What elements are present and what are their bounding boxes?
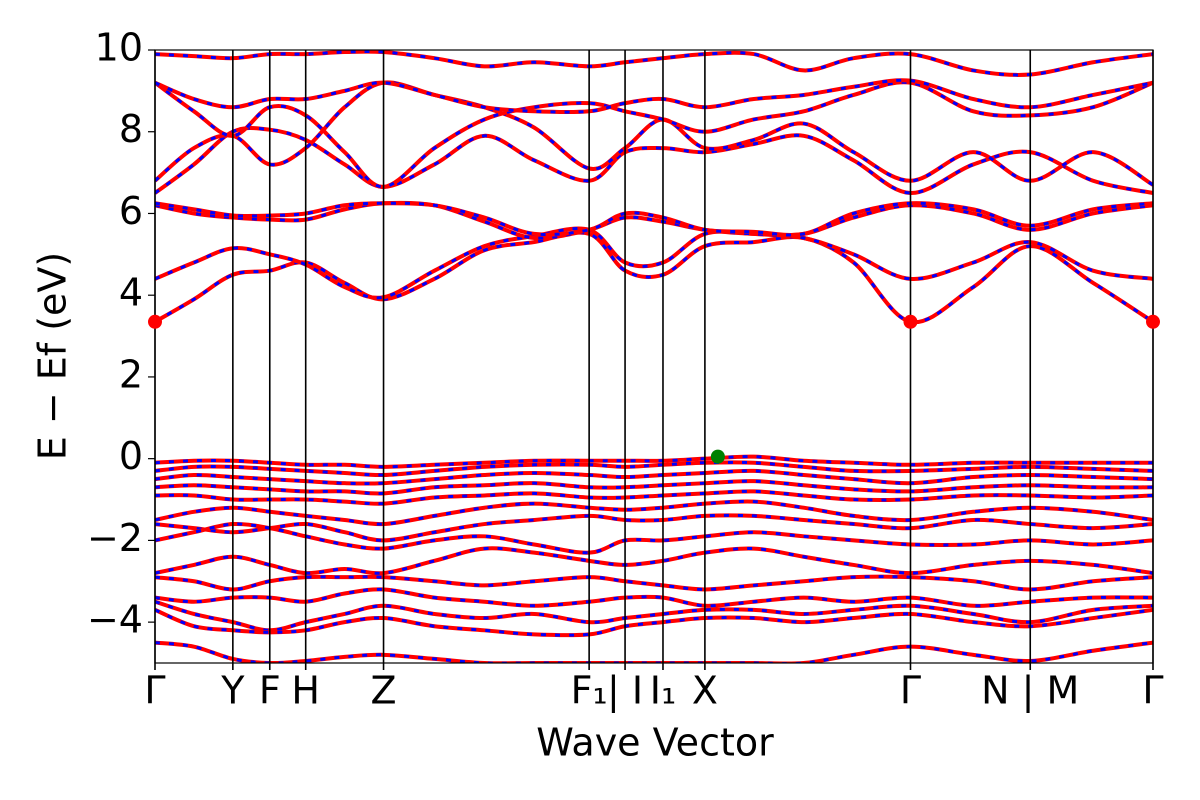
y-tick-label: −2	[87, 516, 143, 560]
y-tick-label: 4	[119, 271, 143, 315]
band-line	[155, 80, 1153, 187]
x-tick-label: Γ	[900, 669, 921, 713]
band-line-dashed	[155, 227, 1153, 300]
band-line	[155, 521, 1153, 555]
y-axis-label: E − Ef (eV)	[31, 252, 75, 461]
band-line	[155, 640, 1153, 663]
band-line-dashed	[155, 546, 1153, 575]
band-edge-marker	[148, 314, 162, 329]
y-tick-label: 10	[95, 26, 143, 70]
band-line-dashed	[155, 600, 1153, 632]
band-line	[155, 230, 1153, 325]
x-axis-label: Wave Vector	[536, 721, 774, 765]
y-tick-label: 0	[119, 434, 143, 478]
y-tick-label: −4	[87, 598, 143, 642]
band-line	[155, 50, 1153, 77]
x-tick-label: Z	[371, 669, 397, 713]
band-line-dashed	[155, 479, 1153, 496]
plot-area	[155, 50, 1153, 663]
band-line	[155, 499, 1153, 527]
band-line	[155, 574, 1153, 592]
x-tick-label: | I	[607, 669, 643, 714]
band-line	[155, 607, 1153, 638]
x-tick-label: F	[259, 669, 281, 713]
band-line-dashed	[155, 489, 1153, 506]
x-tick-label: Γ	[144, 669, 165, 713]
y-tick-label: 6	[119, 189, 143, 233]
band-line	[155, 78, 1153, 115]
band-line-dashed	[155, 455, 1153, 469]
x-tick-label: I₁	[650, 669, 676, 713]
x-tick-label: H	[291, 669, 320, 713]
band-line-dashed	[155, 522, 1153, 555]
band-line-dashed	[155, 231, 1153, 324]
y-tick-label: 2	[119, 352, 143, 396]
x-tick-label: X	[692, 669, 718, 713]
band-line-dashed	[155, 460, 1153, 477]
band-edge-marker	[710, 449, 725, 464]
band-line	[155, 513, 1153, 543]
x-tick-label: Y	[220, 669, 245, 713]
band-line	[155, 587, 1153, 608]
y-tick-label: 8	[119, 107, 143, 151]
band-line-dashed	[155, 126, 1153, 195]
x-tick-label: N | M	[981, 669, 1079, 714]
band-line	[155, 126, 1153, 196]
band-line-dashed	[155, 641, 1153, 663]
band-edge-marker	[1146, 314, 1160, 329]
x-tick-label: Γ	[1142, 669, 1163, 713]
band-edge-marker	[903, 314, 918, 329]
x-tick-label: F₁	[571, 669, 608, 713]
band-line-dashed	[155, 469, 1153, 486]
band-line-dashed	[155, 201, 1153, 237]
